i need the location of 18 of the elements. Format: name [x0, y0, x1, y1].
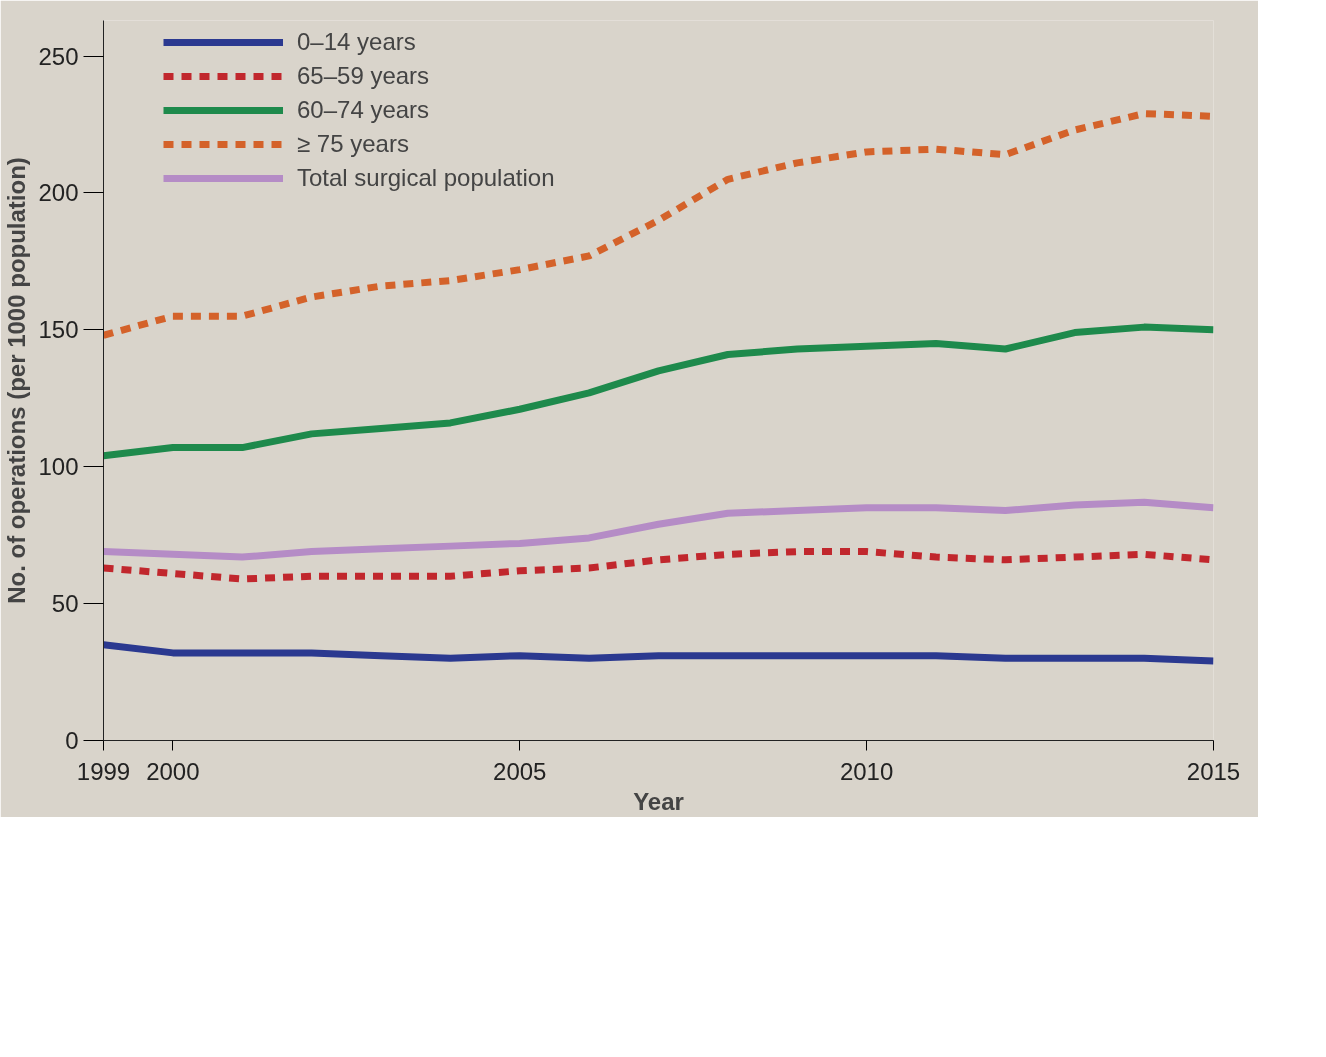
x-tick-label: 2010	[839, 757, 894, 785]
y-axis-title: No. of operations (per 1000 population)	[3, 157, 31, 604]
x-tick-label: 2015	[1186, 757, 1241, 785]
legend-label: 65–59 years	[297, 62, 430, 90]
legend-label: 60–74 years	[297, 96, 430, 124]
y-tick-label: 200	[38, 179, 79, 207]
legend-label: ≥ 75 years	[297, 130, 409, 158]
legend-label: Total surgical population	[297, 164, 555, 192]
x-tick-label: 2000	[146, 757, 200, 785]
x-tick-label: 2005	[493, 757, 547, 785]
y-tick-label: 50	[51, 590, 79, 618]
x-axis-title: Year	[633, 787, 684, 815]
x-tick-label: 1999	[76, 757, 131, 785]
y-tick-label: 100	[38, 453, 79, 481]
y-tick-label: 250	[38, 42, 79, 70]
y-tick-label: 150	[38, 316, 79, 344]
y-tick-label: 0	[65, 727, 79, 754]
legend-label: 0–14 years	[297, 28, 416, 56]
